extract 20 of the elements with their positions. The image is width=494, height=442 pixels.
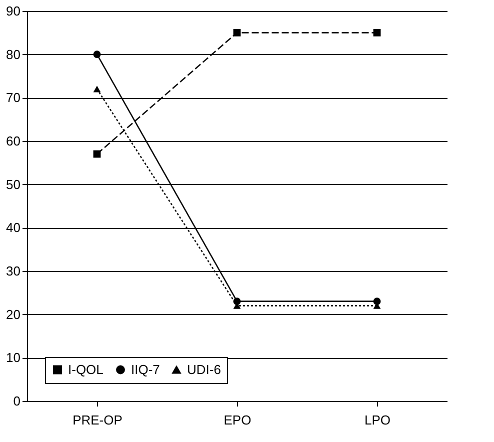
legend-label: I-QOL xyxy=(68,362,104,377)
point xyxy=(93,50,101,58)
y-tick-label: 30 xyxy=(6,264,20,278)
point xyxy=(93,86,101,92)
y-tick-label: 20 xyxy=(6,306,20,322)
y-tick-label: 50 xyxy=(6,176,20,192)
y-tick-label: 70 xyxy=(6,90,20,106)
legend-label: IIQ-7 xyxy=(131,362,160,377)
legend-label: UDI-6 xyxy=(187,362,221,377)
point xyxy=(233,28,241,36)
y-tick-label: 80 xyxy=(6,46,20,62)
y-tick-label: 40 xyxy=(6,220,20,236)
y-tick-label: 90 xyxy=(6,4,20,18)
y-tick-label: 10 xyxy=(6,350,20,366)
y-tick-label: 60 xyxy=(6,134,20,148)
y-tick-label: 0 xyxy=(13,394,20,408)
x-tick-label: EPO xyxy=(224,412,252,428)
x-tick-label: PRE-OP xyxy=(72,412,122,428)
point xyxy=(373,28,381,36)
x-tick-label: LPO xyxy=(364,412,391,428)
